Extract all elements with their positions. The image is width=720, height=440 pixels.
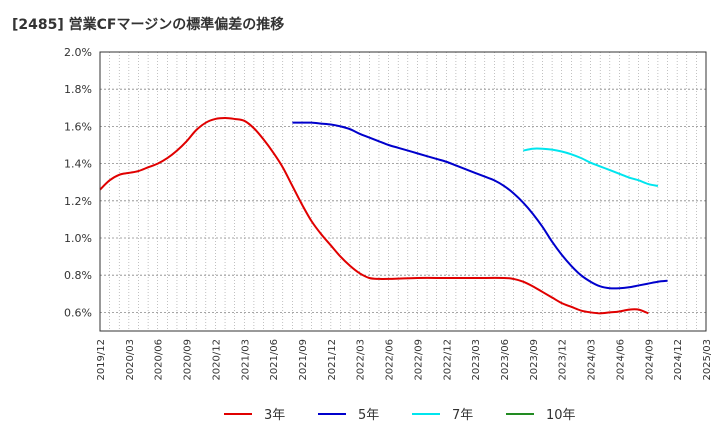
y-tick-label: 1.2% (64, 195, 92, 208)
x-tick-label: 2020/06 (154, 339, 165, 381)
x-tick-label: 2021/06 (269, 339, 280, 381)
x-tick-label: 2023/03 (471, 339, 482, 381)
x-tick-label: 2022/09 (413, 339, 424, 381)
y-tick-label: 0.8% (64, 269, 92, 282)
legend-label: 10年 (546, 408, 576, 423)
chart-title: [2485] 営業CFマージンの標準偏差の推移 (12, 17, 285, 33)
y-tick-label: 1.4% (64, 158, 92, 171)
x-tick-label: 2020/12 (211, 339, 222, 381)
y-tick-label: 1.0% (64, 232, 92, 245)
plot-frame (99, 51, 707, 332)
x-tick-label: 2023/12 (558, 339, 569, 381)
y-tick-label: 2.0% (64, 46, 92, 59)
x-tick-label: 2021/09 (298, 339, 309, 381)
x-tick-label: 2021/03 (240, 339, 251, 381)
x-tick-label: 2020/09 (183, 339, 194, 381)
y-tick-label: 1.8% (64, 83, 92, 96)
y-tick-label: 0.6% (64, 306, 92, 319)
x-tick-label: 2024/09 (644, 339, 655, 381)
x-tick-label: 2022/06 (385, 339, 396, 381)
x-tick-label: 2024/03 (587, 339, 598, 381)
x-tick-label: 2020/03 (125, 339, 136, 381)
x-tick-label: 2023/09 (529, 339, 540, 381)
x-tick-label: 2025/03 (702, 339, 713, 381)
legend-label: 5年 (358, 408, 379, 423)
series-line-0 (99, 117, 649, 315)
x-tick-label: 2022/03 (356, 339, 367, 381)
x-tick-label: 2022/12 (442, 339, 453, 381)
y-tick-label: 1.6% (64, 120, 92, 133)
plot-background (100, 52, 706, 331)
legend-label: 3年 (264, 408, 285, 423)
x-tick-label: 2024/12 (673, 339, 684, 381)
x-tick-label: 2019/12 (96, 339, 107, 381)
legend-label: 7年 (452, 408, 473, 423)
x-tick-label: 2023/06 (500, 339, 511, 381)
x-tick-label: 2024/06 (615, 339, 626, 381)
series-line-1 (292, 121, 668, 290)
x-tick-label: 2021/12 (327, 339, 338, 381)
series-line-2 (523, 147, 659, 187)
